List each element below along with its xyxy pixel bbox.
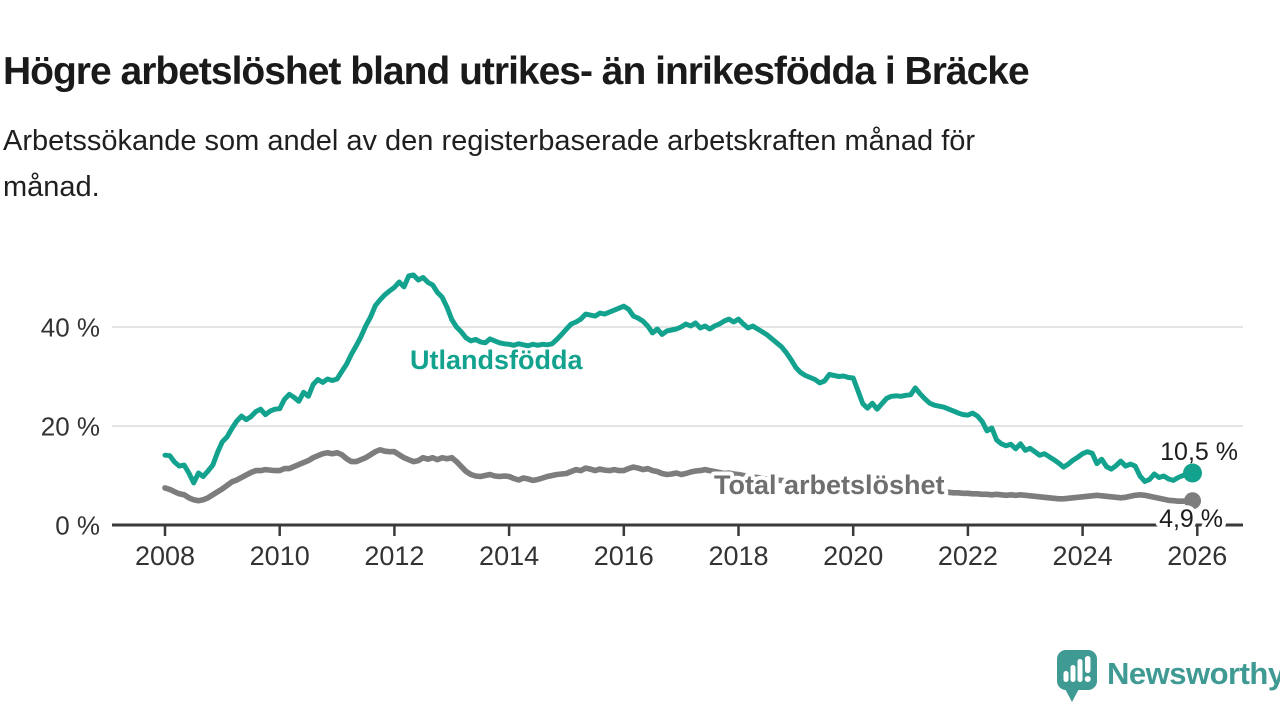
series-label-total-arbetsloshet: Total arbetslöshet — [714, 470, 945, 500]
x-axis-ticks — [163, 525, 1199, 536]
subtitle-line-1: Arbetssökande som andel av den registerb… — [3, 125, 976, 157]
x-tick-label-2014: 2014 — [479, 541, 539, 571]
end-dot-utlandsfodda — [1183, 463, 1203, 483]
end-value-label-utlandsfodda: 10,5 % — [1160, 438, 1238, 466]
x-tick-label-2010: 2010 — [250, 541, 310, 571]
x-tick-label-2008: 2008 — [135, 541, 195, 571]
y-tick-label-40: 40 % — [41, 313, 100, 343]
x-tick-label-2018: 2018 — [708, 541, 768, 571]
x-tick-label-2016: 2016 — [594, 541, 654, 571]
line-chart: 0 % 20 % 40 % 2008 2010 2012 2014 2016 2018 2020… — [41, 272, 1243, 571]
x-axis-labels: 2008 2010 2012 2014 2016 2018 2020 2022 2024 2026 — [135, 541, 1227, 571]
series-end-dots — [1183, 463, 1203, 510]
series-end-value-labels: 10,5 % 4,9 % — [1155, 438, 1238, 537]
logo-exclamation-bar — [1085, 656, 1091, 673]
brand-name: Newsworthy — [1107, 656, 1280, 691]
series-inline-labels: Utlandsfödda Total arbetslöshet — [410, 345, 949, 504]
newsworthy-logo-icon — [1057, 650, 1097, 702]
chart-subtitle: Arbetssökande som andel av den registerb… — [3, 118, 1203, 210]
series-lines — [162, 272, 1196, 505]
logo-bar-small — [1063, 671, 1069, 682]
x-tick-label-2022: 2022 — [938, 541, 998, 571]
x-tick-label-2020: 2020 — [823, 541, 883, 571]
subtitle-line-2: månad. — [3, 171, 100, 203]
gridlines — [112, 326, 1243, 427]
end-value-label-total-arbetsloshet: 4,9 % — [1159, 505, 1223, 533]
logo-exclamation-dot — [1084, 676, 1091, 682]
x-tick-label-2026: 2026 — [1167, 541, 1227, 571]
logo-bar-tall — [1077, 659, 1083, 682]
series-label-utlandsfodda: Utlandsfödda — [410, 345, 583, 375]
y-tick-label-20: 20 % — [41, 412, 100, 442]
series-line-total-arbetsloshet — [162, 446, 1196, 505]
y-axis-labels: 0 % 20 % 40 % — [41, 313, 100, 541]
newsworthy-logo: Newsworthy — [1057, 650, 1280, 702]
page-title: Högre arbetslöshet bland utrikes- än inr… — [3, 50, 1030, 94]
x-tick-label-2012: 2012 — [364, 541, 424, 571]
y-tick-label-0: 0 % — [55, 511, 100, 541]
end-dot-total-arbetsloshet — [1184, 492, 1202, 510]
x-tick-label-2024: 2024 — [1053, 541, 1113, 571]
logo-bar-medium — [1070, 665, 1076, 682]
series-line-utlandsfodda — [162, 272, 1195, 486]
